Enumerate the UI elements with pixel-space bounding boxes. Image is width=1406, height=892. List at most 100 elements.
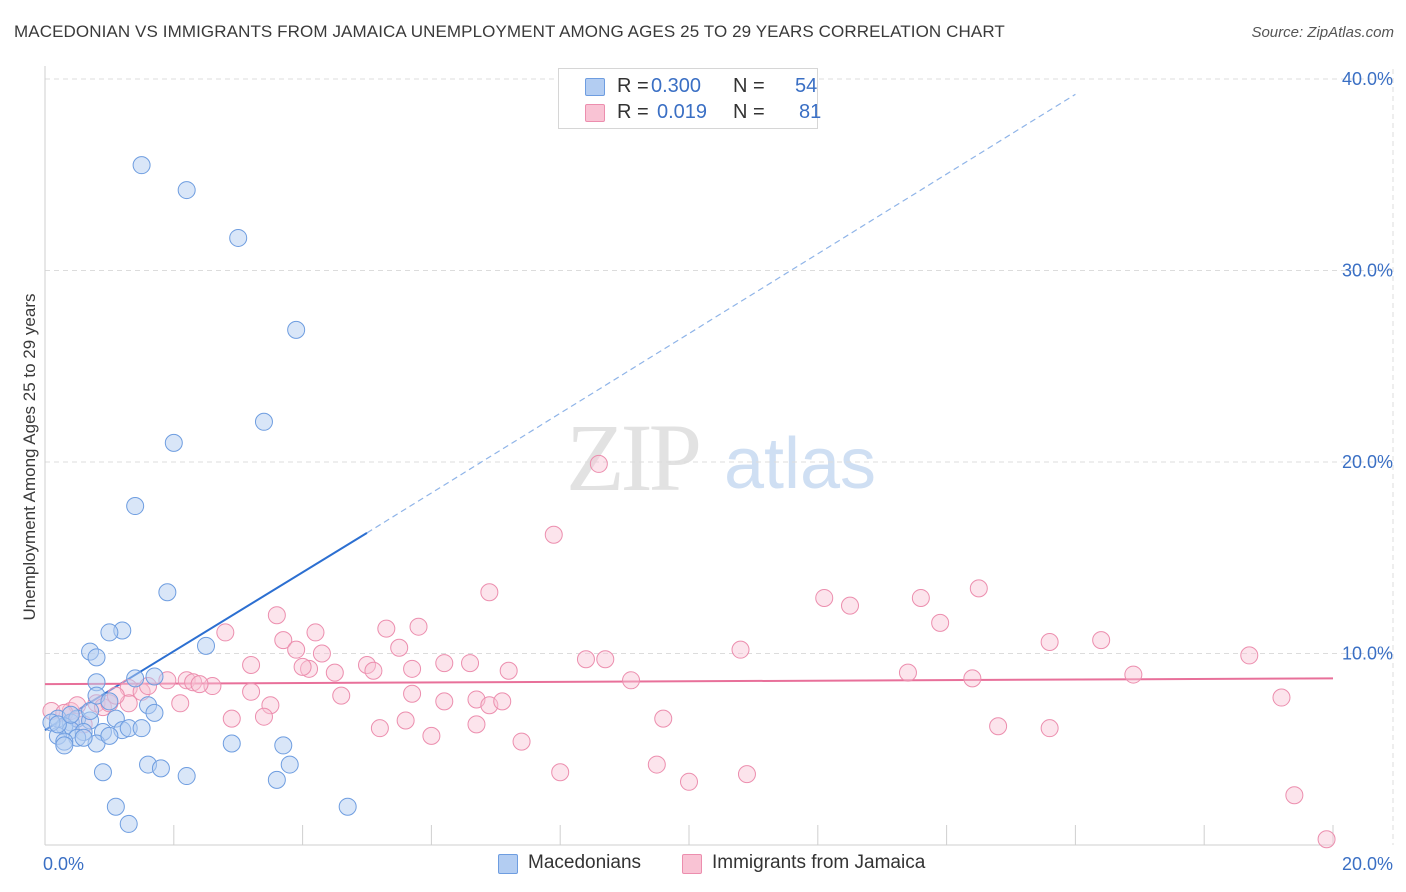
macedonian-point (61, 705, 80, 724)
macedonians-swatch (585, 78, 605, 96)
jamaica-point (841, 596, 859, 615)
macedonian-point (145, 703, 164, 722)
macedonian-point (100, 726, 119, 745)
jamaica-point (815, 588, 834, 607)
macedonian-point (93, 763, 112, 782)
macedonian-points (42, 156, 357, 833)
jamaica-point (396, 711, 415, 730)
jamaica-point (274, 631, 293, 650)
jamaica-point (969, 579, 988, 598)
jamaica-point (293, 657, 312, 676)
macedonian-point (81, 701, 100, 720)
jamaica-point (467, 715, 486, 734)
jamaica-point (551, 763, 570, 782)
jamaica-point (409, 617, 428, 636)
jamaica-point (242, 655, 261, 674)
macedonian-point (274, 736, 293, 755)
jamaica-point (312, 644, 331, 663)
macedonian-point (145, 667, 164, 686)
jamaica-point (931, 613, 950, 632)
macedonian-point (177, 767, 196, 786)
macedonian-point (100, 692, 119, 711)
macedonian-point (177, 181, 196, 200)
jamaica-point (544, 525, 563, 544)
jamaica-point (261, 696, 280, 715)
macedonian-point (338, 797, 357, 816)
jamaica-point (576, 650, 595, 669)
y-tick-label: 30.0% (1342, 261, 1393, 281)
jamaica-point (1040, 633, 1059, 652)
jamaica-point (1092, 631, 1111, 650)
watermark-zip: ZIP (566, 404, 699, 511)
macedonian-point (229, 228, 248, 247)
jamaica-point (737, 765, 756, 784)
jamaica-point (306, 623, 325, 642)
jamaica-swatch (585, 104, 605, 122)
jamaica-point (1285, 786, 1304, 805)
macedonian-point (87, 648, 106, 667)
jamaica-point (222, 709, 241, 728)
jamaica-legend-swatch (682, 854, 702, 874)
jamaica-point (680, 772, 698, 791)
jamaica-points (42, 454, 1336, 849)
y-tick-label: 20.0% (1342, 452, 1393, 472)
r-label: R = (617, 75, 649, 97)
jamaica-point (254, 707, 273, 726)
jamaica-point (267, 606, 286, 625)
macedonian-point (106, 797, 125, 816)
stats-legend: R = 0.300 N = 54 R = 0.019 N = 81 (558, 68, 821, 129)
jamaica-point (647, 755, 666, 774)
jamaica-trend-line (44, 677, 1334, 686)
jamaica-point (596, 650, 615, 669)
r-value: 0.019 (657, 101, 708, 123)
macedonian-point (48, 715, 67, 734)
macedonian-point (287, 320, 306, 339)
grid (45, 69, 1394, 845)
jamaica-point (898, 663, 917, 682)
jamaica-point (422, 726, 441, 745)
n-label: N = (733, 75, 765, 97)
macedonian-point (197, 636, 215, 655)
macedonian-point (132, 719, 151, 738)
jamaica-point (184, 673, 203, 692)
jamaica-point (622, 671, 641, 690)
jamaica-point (731, 640, 750, 659)
axes (44, 66, 1334, 846)
watermark: ZIP atlas (566, 404, 876, 511)
r-value: 0.300 (651, 75, 702, 97)
jamaica-point (493, 692, 512, 711)
macedonians-legend-swatch (498, 854, 518, 874)
macedonian-point (254, 412, 273, 431)
jamaica-point (171, 694, 190, 713)
macedonian-point (55, 736, 74, 755)
macedonian-point (280, 755, 299, 774)
jamaica-point (403, 659, 422, 678)
macedonian-point (267, 770, 286, 789)
n-value: 54 (795, 75, 818, 97)
jamaica-point (390, 638, 409, 657)
jamaica-point (370, 719, 389, 738)
x-tick-label: 20.0% (1342, 854, 1393, 874)
macedonian-point (100, 623, 119, 642)
macedonian-point (164, 433, 183, 452)
jamaica-point (216, 623, 235, 642)
jamaica-point (989, 717, 1008, 736)
jamaica-point (403, 684, 422, 703)
jamaica-point (480, 583, 499, 602)
jamaica-legend-label: Immigrants from Jamaica (712, 852, 926, 873)
jamaica-point (325, 663, 344, 682)
macedonian-point (132, 156, 151, 175)
macedonians-legend-label: Macedonians (528, 852, 642, 873)
source-label: Source: ZipAtlas.com (1251, 24, 1394, 41)
jamaica-point (654, 709, 673, 728)
jamaica-point (911, 588, 930, 607)
jamaica-point (364, 661, 383, 680)
jamaica-point (332, 686, 351, 705)
tick-labels: 10.0% 20.0% 30.0% 40.0% 0.0% 20.0% (43, 69, 1393, 874)
jamaica-point (589, 454, 608, 473)
n-label: N = (733, 101, 765, 123)
macedonian-point (222, 734, 241, 753)
jamaica-point (300, 659, 319, 678)
jamaica-point (1040, 719, 1059, 738)
